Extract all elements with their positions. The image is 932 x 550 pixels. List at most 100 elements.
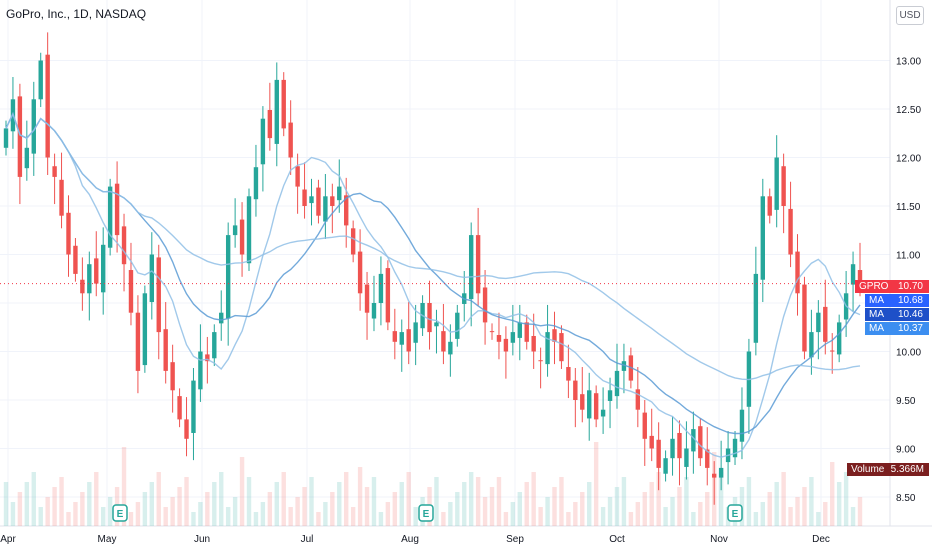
candle-body [142,293,148,366]
volume-bar [350,507,356,526]
volume-bar [149,482,155,526]
candle-body [448,341,453,355]
candle-body [246,196,252,264]
volume-bar [781,472,786,526]
candle-body [371,303,377,319]
earnings-marker-letter: E [423,509,430,520]
candle-body [593,393,599,420]
candle-body [156,257,161,333]
candle-body [760,196,765,280]
candle-body [496,335,502,342]
volume-bar [642,492,647,526]
candle-body [468,235,474,300]
y-tick-label: 13.00 [896,57,921,68]
volume-bar [38,507,43,526]
volume-bar [107,497,113,526]
candle-body [38,60,43,100]
candle-body [587,390,592,419]
candle-body [850,264,856,285]
volume-bar [746,477,752,526]
volume-bar [489,487,495,526]
volume-bar [718,472,724,526]
volume-bar [316,512,321,526]
candle-body [656,439,661,468]
volume-name: Volume [851,464,885,475]
chart-title: GoPro, Inc., 1D, NASDAQ [6,7,147,21]
earnings-marker-letter: E [117,509,124,520]
y-tick-label: 12.50 [896,105,921,116]
volume-bar [337,482,342,526]
volume-bar [121,447,127,526]
volume-label: Volume 5.366M [847,463,929,476]
volume-bar [774,482,779,526]
candle-body [434,322,439,327]
volume-bar [323,502,328,526]
volume-bar [573,502,578,526]
candle-body [857,270,863,284]
candle-body [489,331,495,333]
ma1-value: 10.68 [897,295,923,306]
volume-bar [232,497,238,526]
volume-bar [198,502,203,526]
volume-bar [552,487,557,526]
volume-bar [545,497,550,526]
candle-body [823,306,828,342]
candle-body [323,196,328,222]
candle-body [427,303,432,333]
volume-bar [670,497,675,526]
volume-bar [24,482,30,526]
volume-bar [857,497,863,526]
candle-body [545,332,550,365]
y-tick-label: 12.00 [896,154,921,165]
candle-body [503,338,509,352]
earnings-marker-box [727,504,743,522]
volume-bar [246,477,252,526]
moving-average-line-2 [5,112,861,435]
last-price: 10.70 [897,281,923,292]
volume-bar [753,512,759,526]
moving-average-line-1 [5,112,861,458]
candle-body [101,244,106,293]
volume-bar [816,512,821,526]
ma3-value: 10.37 [897,323,923,334]
volume-bar [656,472,661,526]
currency-button[interactable]: USD [896,6,924,25]
candle-body [149,254,155,303]
volume-bar [267,492,273,526]
volume-bar [482,497,488,526]
candle-body [288,122,293,158]
volume-bar [59,477,64,526]
volume-bar [184,477,189,526]
ma3-name: MA [869,323,884,334]
candle-body [364,284,370,313]
candle-body [205,354,210,362]
candle-body [642,412,647,439]
volume-bar [399,482,404,526]
volume-bar [177,487,182,526]
candle-body [705,449,710,468]
candle-body [107,186,113,248]
volume-bar [843,472,849,526]
volume-bar [191,512,196,526]
x-tick-label: Nov [710,534,728,545]
volume-bar [73,502,78,526]
volume-bar [788,507,793,526]
volume-bar [392,492,398,526]
volume-bar [371,477,377,526]
candle-body [219,312,224,324]
volume-bar [364,487,370,526]
volume-bar [10,502,16,526]
ma2-name: MA [869,309,884,320]
moving-average-line-3 [5,112,861,381]
candle-body [198,351,203,390]
volume-bar [475,477,481,526]
candle-body [94,258,99,284]
volume-bar [212,482,217,526]
volume-bar [434,477,439,526]
y-tick-label: 10.00 [896,348,921,359]
volume-bar [385,502,391,526]
volume-bar [496,477,502,526]
y-tick-label: 11.50 [896,202,921,213]
